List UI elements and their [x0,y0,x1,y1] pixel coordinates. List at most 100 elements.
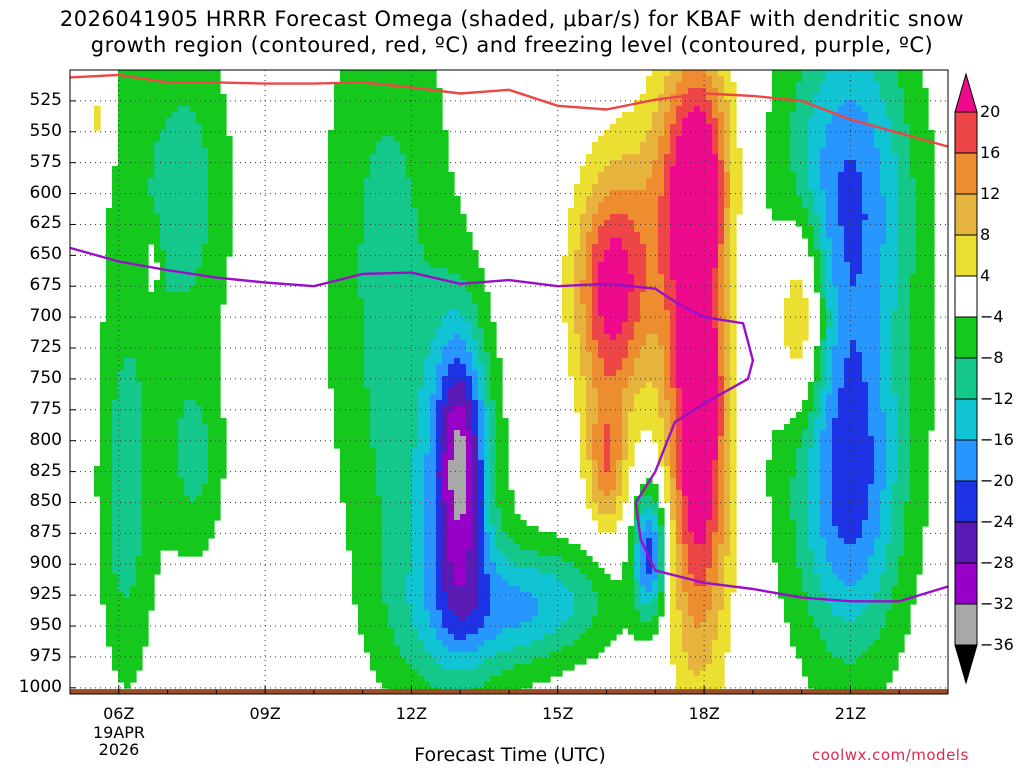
omega-cell [346,244,353,251]
omega-cell [328,274,335,281]
omega-cell [364,232,371,239]
omega-cell [502,532,509,539]
omega-cell [370,460,377,467]
omega-cell [400,562,407,569]
omega-cell [412,346,419,353]
omega-cell [142,382,149,389]
omega-cell [130,544,137,551]
omega-cell [166,520,173,527]
omega-cell [382,298,389,305]
omega-cell [364,304,371,311]
omega-cell [484,490,491,497]
omega-cell [160,412,167,419]
omega-cell [184,460,191,467]
omega-cell [124,454,131,461]
omega-cell [484,346,491,353]
omega-cell [358,604,365,611]
omega-cell [370,262,377,269]
omega-cell [466,598,473,605]
omega-cell [130,646,137,653]
omega-cell [430,646,437,653]
omega-cell [400,382,407,389]
omega-cell [400,322,407,329]
omega-cell [118,412,125,419]
omega-cell [148,592,155,599]
omega-cell [418,322,425,329]
omega-cell [364,490,371,497]
omega-cell [478,418,485,425]
omega-cell [472,508,479,515]
omega-cell [112,316,119,323]
omega-cell [436,520,443,527]
omega-cell [136,664,143,671]
omega-cell [340,298,347,305]
omega-cell [418,532,425,539]
omega-cell [370,616,377,623]
omega-cell [526,682,533,689]
omega-cell [382,142,389,149]
omega-cell [160,334,167,341]
omega-cell [448,334,455,341]
omega-cell [172,310,179,317]
omega-cell [118,196,125,203]
omega-cell [172,100,179,107]
omega-cell [406,664,413,671]
omega-cell [460,238,467,245]
omega-cell [376,154,383,161]
omega-cell [430,70,437,77]
omega-cell [394,304,401,311]
omega-cell [568,238,575,245]
omega-cell [598,412,605,419]
omega-cell [340,112,347,119]
omega-cell [460,268,467,275]
omega-cell [388,460,395,467]
omega-cell [514,664,521,671]
omega-cell [136,394,143,401]
omega-cell [460,592,467,599]
omega-cell [508,568,515,575]
omega-cell [370,196,377,203]
omega-cell [418,76,425,83]
omega-cell [196,526,203,533]
omega-cell [334,100,341,107]
omega-cell [154,316,161,323]
omega-cell [334,106,341,113]
omega-cell [538,634,545,641]
omega-cell [142,406,149,413]
omega-cell [106,598,113,605]
omega-cell [358,382,365,389]
omega-cell [478,508,485,515]
omega-cell [340,196,347,203]
omega-cell [112,430,119,437]
omega-cell [484,574,491,581]
omega-cell [178,322,185,329]
omega-cell [484,556,491,563]
omega-cell [424,652,431,659]
omega-cell [562,298,569,305]
omega-cell [172,220,179,227]
omega-cell [418,292,425,299]
omega-cell [106,526,113,533]
omega-cell [364,640,371,647]
omega-cell [388,550,395,557]
omega-cell [556,592,563,599]
omega-cell [466,346,473,353]
omega-cell [520,550,527,557]
omega-cell [448,316,455,323]
omega-cell [160,364,167,371]
omega-cell [472,532,479,539]
omega-cell [106,226,113,233]
omega-cell [526,634,533,641]
omega-cell [358,94,365,101]
omega-cell [160,124,167,131]
omega-cell [592,640,599,647]
omega-cell [334,238,341,245]
omega-cell [334,202,341,209]
omega-cell [136,244,143,251]
omega-cell [484,310,491,317]
omega-cell [472,322,479,329]
omega-cell [334,358,341,365]
omega-cell [586,154,593,161]
omega-cell [172,430,179,437]
omega-cell [136,400,143,407]
